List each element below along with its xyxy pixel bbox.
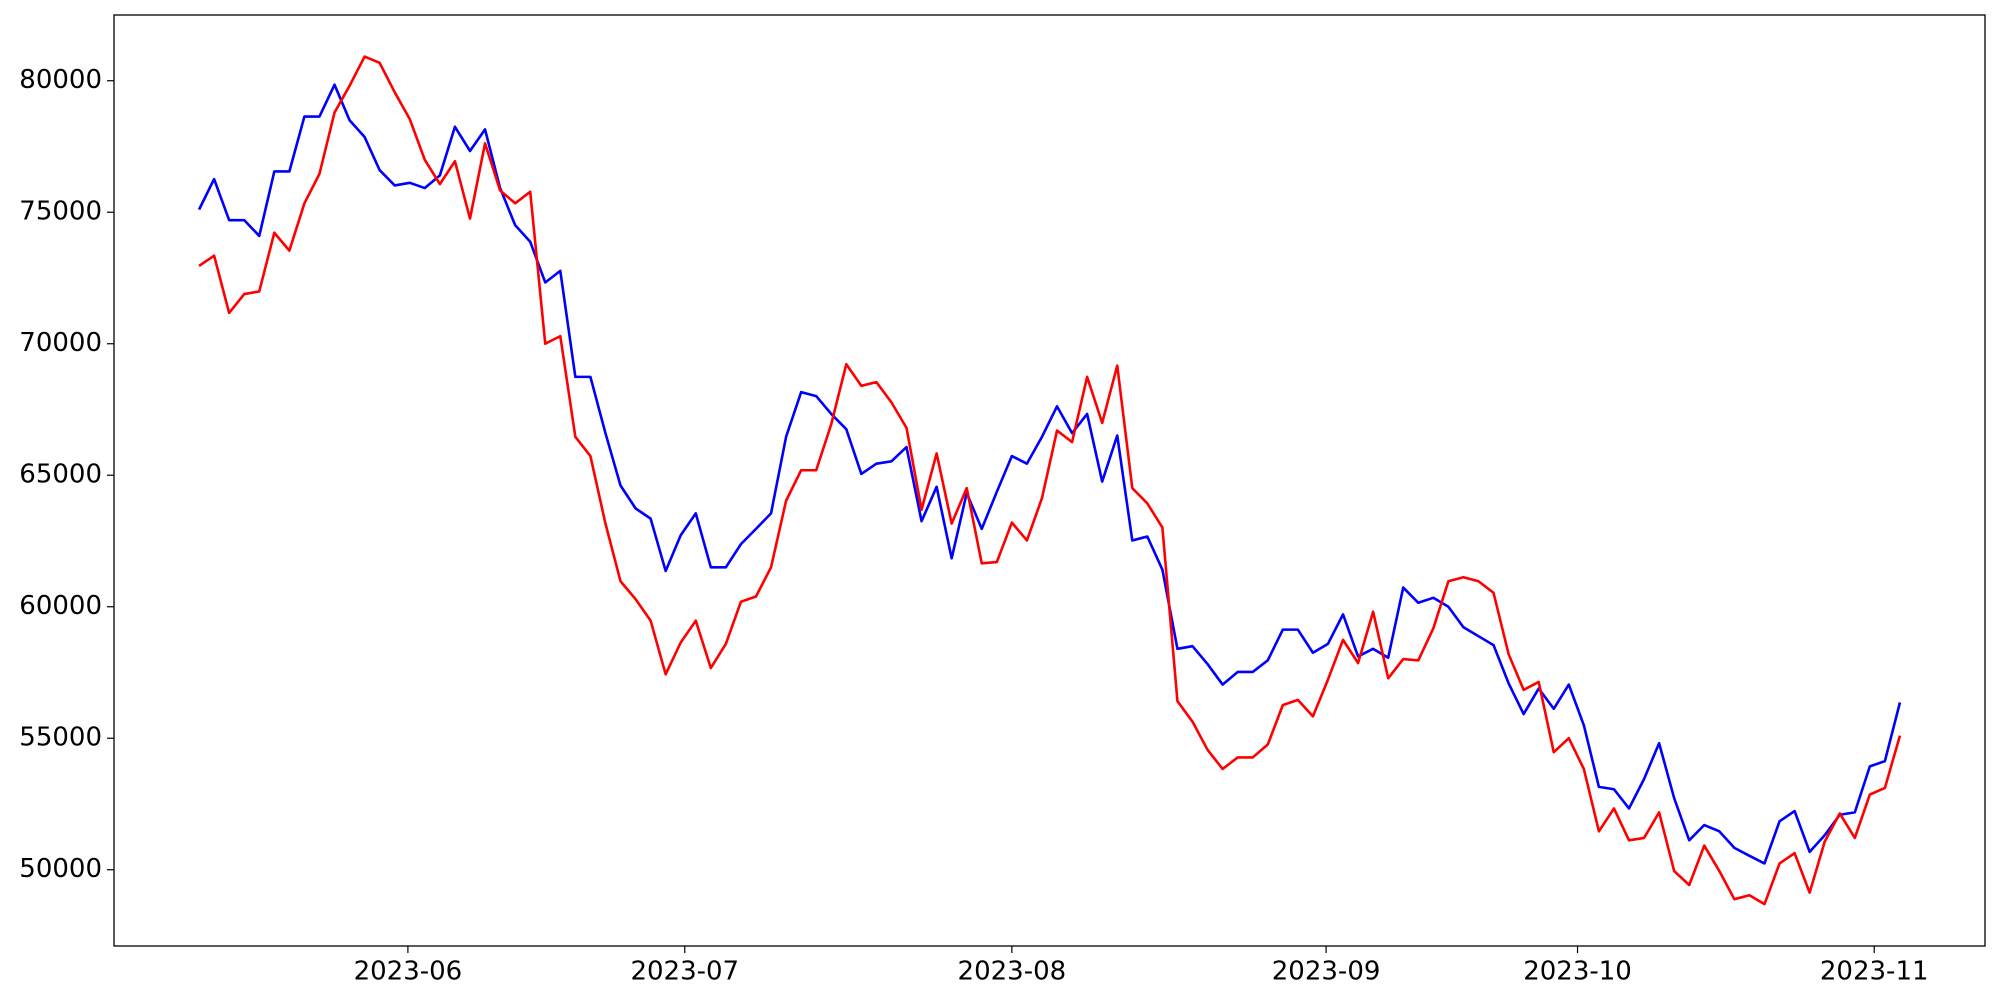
y-tick-label: 55000 bbox=[19, 723, 102, 753]
y-tick-label: 50000 bbox=[19, 854, 102, 884]
y-tick-label: 70000 bbox=[19, 328, 102, 358]
y-tick-label: 60000 bbox=[19, 591, 102, 621]
x-tick-label: 2023-08 bbox=[958, 957, 1067, 987]
y-tick-label: 65000 bbox=[19, 460, 102, 490]
plot-frame bbox=[113, 14, 1986, 947]
y-tick-label: 80000 bbox=[19, 65, 102, 95]
x-tick-label: 2023-10 bbox=[1523, 957, 1632, 987]
x-tick-label: 2023-11 bbox=[1820, 957, 1929, 987]
y-tick-label: 75000 bbox=[19, 197, 102, 227]
line-series bbox=[197, 83, 1902, 865]
x-tick-label: 2023-09 bbox=[1272, 957, 1381, 987]
x-tick-label: 2023-06 bbox=[354, 957, 463, 987]
x-tick-label: 2023-07 bbox=[630, 957, 739, 987]
line-series bbox=[198, 55, 1902, 906]
